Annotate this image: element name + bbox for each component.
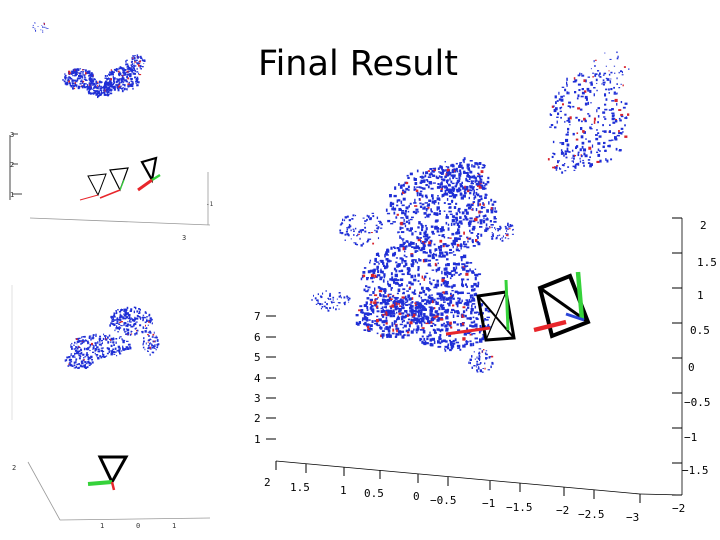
thumb-top-tick-left: 3 xyxy=(10,131,14,139)
main-x-tick: 1.5 xyxy=(290,481,310,494)
main-z-axis-right: 2 1.5 1 0.5 0 −0.5 −1 −1.5 −2 xyxy=(672,217,717,515)
main-z-tick-right: 0 xyxy=(688,361,695,374)
main-x-tick: −1 xyxy=(482,497,495,510)
main-z-tick-right: 0.5 xyxy=(690,324,710,337)
main-z-axis-left: 7 6 5 4 3 2 1 xyxy=(254,310,276,446)
slide-title: Final Result xyxy=(258,44,458,84)
main-x-tick: −2 xyxy=(556,504,569,517)
main-z-tick-right: −0.5 xyxy=(684,396,711,409)
main-z-tick-right: −2 xyxy=(672,502,685,515)
main-x-tick: −1.5 xyxy=(506,501,533,514)
main-z-tick-right: −1 xyxy=(684,431,697,444)
main-x-tick: 0 xyxy=(413,490,420,503)
main-x-tick: −3 xyxy=(626,511,639,524)
main-x-tick: 2 xyxy=(264,476,271,489)
main-x-tick: −0.5 xyxy=(430,494,457,507)
main-z-tick-right: 1.5 xyxy=(697,256,717,269)
main-z-tick-left: 5 xyxy=(254,351,261,364)
thumb-top-point-cloud xyxy=(32,22,146,99)
main-camera-1 xyxy=(445,279,516,342)
thumb-top-floor: 3 -1 xyxy=(29,172,214,242)
main-z-tick-right: 1 xyxy=(697,289,704,302)
thumb-bottom-tick-bottom: 1 xyxy=(100,522,104,530)
thumb-bottom-tick-bottom: 0 xyxy=(136,522,140,530)
main-plot: 7 6 5 4 3 2 1 2 1.5 xyxy=(254,51,717,524)
main-z-tick-left: 6 xyxy=(254,331,261,344)
thumb-top-tick-bottom: -1 xyxy=(206,201,214,208)
thumbnail-top: 3 2 1 3 -1 xyxy=(9,22,214,242)
thumb-top-tick-left: 2 xyxy=(10,161,14,169)
thumb-bottom-point-cloud xyxy=(64,306,160,369)
main-z-tick-right: −1.5 xyxy=(682,464,709,477)
thumb-bottom-floor: 1 0 1 xyxy=(27,461,211,530)
main-z-tick-right: 2 xyxy=(700,219,707,232)
main-z-tick-left: 3 xyxy=(254,392,261,405)
main-camera-2 xyxy=(533,271,591,339)
main-point-cloud xyxy=(311,157,514,373)
main-z-tick-left: 2 xyxy=(254,412,261,425)
thumbnail-bottom: 2 1 0 1 xyxy=(11,285,211,530)
thumb-top-tick-bottom: 3 xyxy=(182,234,186,242)
main-z-tick-left: 7 xyxy=(254,310,261,323)
main-x-tick: −2.5 xyxy=(578,508,605,521)
thumb-top-tick-left: 1 xyxy=(10,191,14,199)
main-z-tick-left: 1 xyxy=(254,433,261,446)
thumb-bottom-axis-left: 2 xyxy=(11,285,16,472)
main-x-tick: 1 xyxy=(340,484,347,497)
thumb-top-axis-left: 3 2 1 xyxy=(9,131,22,200)
thumb-bottom-camera xyxy=(87,455,129,491)
main-x-axis-bottom: 2 1.5 1 0.5 0 −0.5 −1 −1.5 −2 −2.5 −3 xyxy=(264,460,683,524)
thumb-bottom-tick-left: 2 xyxy=(12,464,16,472)
main-z-tick-left: 4 xyxy=(254,372,261,385)
thumb-top-cameras xyxy=(79,156,161,201)
top-right-point-cloud xyxy=(547,51,630,174)
thumb-bottom-tick-bottom: 1 xyxy=(172,522,176,530)
main-x-tick: 0.5 xyxy=(364,487,384,500)
